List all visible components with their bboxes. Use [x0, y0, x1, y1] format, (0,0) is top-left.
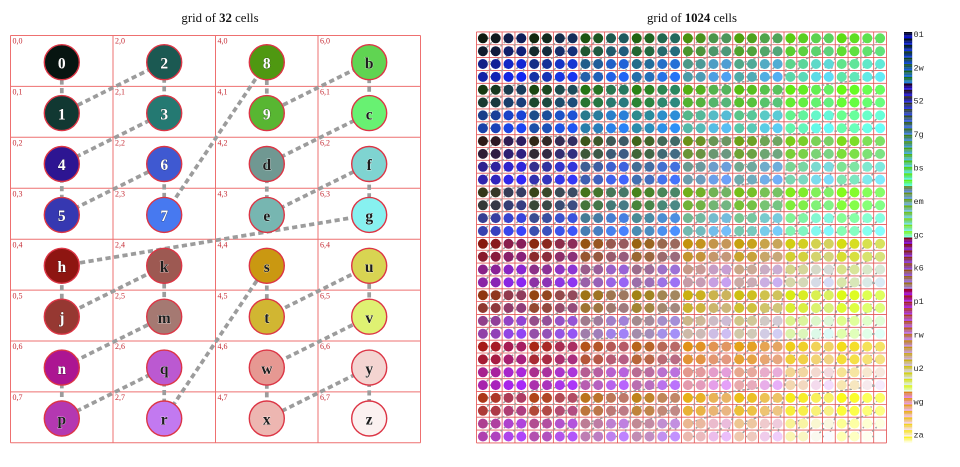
svg-text:7: 7: [160, 208, 168, 225]
svg-text:6,4: 6,4: [320, 240, 330, 249]
svg-text:grid of 32 cells: grid of 32 cells: [181, 11, 258, 25]
svg-text:6,3: 6,3: [320, 189, 330, 198]
svg-text:6,7: 6,7: [320, 393, 330, 402]
svg-text:f: f: [367, 157, 373, 174]
svg-text:bs: bs: [914, 164, 924, 174]
svg-text:grid of 1024 cells: grid of 1024 cells: [647, 11, 737, 25]
svg-text:d: d: [262, 157, 271, 174]
svg-text:6,6: 6,6: [320, 342, 330, 351]
svg-text:2,1: 2,1: [115, 88, 125, 97]
svg-text:m: m: [158, 310, 171, 327]
svg-text:c: c: [366, 106, 373, 123]
svg-text:p1: p1: [914, 297, 924, 307]
svg-text:0,3: 0,3: [13, 189, 23, 198]
svg-text:8: 8: [263, 55, 271, 72]
svg-text:n: n: [57, 361, 66, 378]
svg-text:za: za: [914, 431, 924, 441]
svg-text:9: 9: [263, 106, 271, 123]
svg-text:0,7: 0,7: [13, 393, 23, 402]
svg-text:e: e: [263, 208, 270, 225]
svg-text:4: 4: [58, 157, 66, 174]
svg-text:52: 52: [914, 97, 924, 107]
svg-text:b: b: [365, 55, 374, 72]
svg-text:0: 0: [58, 55, 66, 72]
svg-text:w: w: [261, 361, 273, 378]
svg-text:g: g: [365, 208, 373, 225]
svg-text:v: v: [365, 310, 373, 327]
svg-text:4,3: 4,3: [218, 189, 228, 198]
svg-text:p: p: [57, 412, 66, 429]
svg-text:k6: k6: [914, 264, 924, 274]
svg-text:6,5: 6,5: [320, 291, 330, 300]
svg-text:j: j: [58, 310, 64, 327]
svg-text:4,0: 4,0: [218, 37, 228, 46]
svg-text:x: x: [263, 412, 271, 429]
svg-text:6: 6: [160, 157, 168, 174]
svg-text:0,6: 0,6: [13, 342, 23, 351]
svg-text:0,2: 0,2: [13, 139, 23, 148]
svg-text:7g: 7g: [914, 130, 924, 140]
svg-text:4,5: 4,5: [218, 291, 228, 300]
svg-text:2w: 2w: [914, 63, 925, 73]
svg-text:z: z: [366, 412, 373, 429]
svg-text:2,5: 2,5: [115, 291, 125, 300]
svg-text:2: 2: [160, 55, 168, 72]
svg-text:q: q: [160, 361, 169, 378]
svg-text:k: k: [160, 259, 169, 276]
svg-text:0,4: 0,4: [13, 240, 23, 249]
svg-text:1: 1: [58, 106, 66, 123]
svg-text:6,1: 6,1: [320, 88, 330, 97]
svg-text:4,2: 4,2: [218, 139, 228, 148]
svg-text:u: u: [365, 259, 374, 276]
svg-text:t: t: [264, 310, 270, 327]
svg-text:u2: u2: [914, 364, 924, 374]
svg-text:2,6: 2,6: [115, 342, 125, 351]
svg-text:em: em: [914, 197, 924, 207]
svg-text:2,3: 2,3: [115, 189, 125, 198]
svg-text:3: 3: [160, 106, 168, 123]
svg-text:h: h: [57, 259, 66, 276]
svg-text:wg: wg: [914, 397, 924, 407]
svg-text:0,1: 0,1: [13, 88, 23, 97]
svg-text:4,6: 4,6: [218, 342, 228, 351]
svg-text:y: y: [365, 361, 373, 378]
svg-text:6,0: 6,0: [320, 37, 330, 46]
svg-text:r: r: [161, 412, 168, 429]
svg-text:gc: gc: [914, 230, 924, 240]
svg-text:2,0: 2,0: [115, 37, 125, 46]
svg-text:5: 5: [58, 208, 66, 225]
svg-text:6,2: 6,2: [320, 139, 330, 148]
svg-text:01: 01: [914, 30, 924, 40]
svg-text:4,1: 4,1: [218, 88, 228, 97]
svg-text:s: s: [264, 259, 270, 276]
svg-text:2,2: 2,2: [115, 139, 125, 148]
svg-text:0,5: 0,5: [13, 291, 23, 300]
svg-text:4,4: 4,4: [218, 240, 228, 249]
svg-text:2,4: 2,4: [115, 240, 125, 249]
svg-text:rw: rw: [914, 331, 925, 341]
svg-text:4,7: 4,7: [218, 393, 228, 402]
svg-text:2,7: 2,7: [115, 393, 125, 402]
svg-text:0,0: 0,0: [13, 37, 23, 46]
